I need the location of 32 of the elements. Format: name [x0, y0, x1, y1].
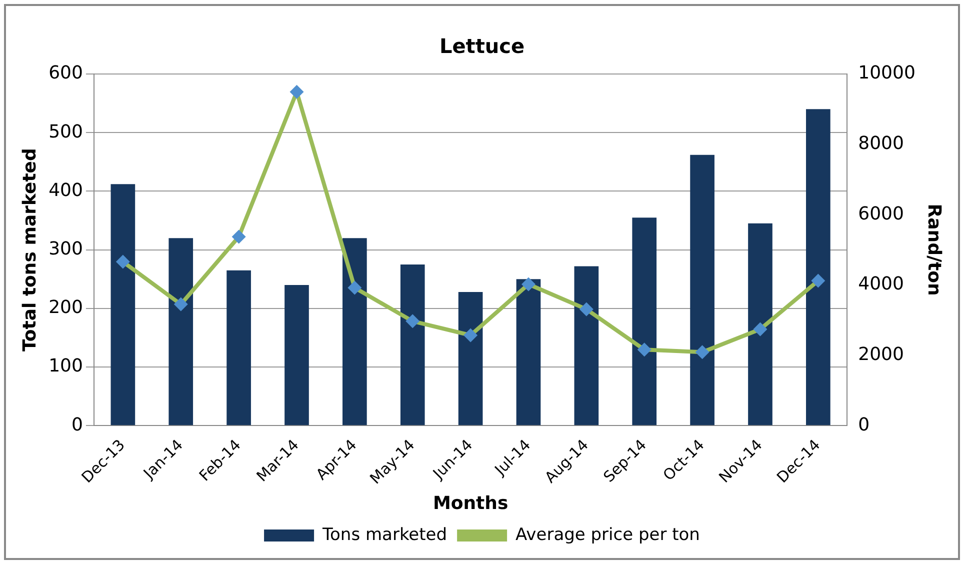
- legend-label: Tons marketed: [322, 524, 448, 545]
- y2-tick-label: 2000: [858, 344, 904, 365]
- bar: [400, 264, 425, 426]
- y-tick-label: 300: [48, 238, 83, 260]
- bar: [226, 270, 251, 426]
- x-axis-title: Months: [432, 492, 508, 514]
- bar: [806, 109, 830, 426]
- bar: [632, 218, 657, 426]
- y-tick-label: 600: [48, 62, 83, 84]
- y-tick-label: 400: [48, 180, 83, 201]
- chart-title: Lettuce: [439, 34, 525, 58]
- bar: [458, 292, 483, 426]
- bar: [284, 284, 309, 426]
- y2-tick-label: 0: [858, 414, 870, 436]
- y2-tick-label: 4000: [858, 274, 904, 295]
- y2-tick-label: 8000: [858, 132, 904, 154]
- y2-tick-label: 10000: [858, 62, 916, 84]
- bar: [516, 279, 541, 426]
- y-tick-label: 0: [72, 414, 83, 436]
- legend-label: Average price per ton: [516, 524, 700, 545]
- bar: [574, 266, 599, 426]
- y-tick-label: 100: [48, 356, 83, 377]
- y2-axis-title: Rand/ton: [924, 204, 945, 296]
- bar: [110, 184, 136, 426]
- bar: [168, 238, 194, 426]
- bar: [748, 223, 772, 426]
- bar: [690, 154, 714, 426]
- y-axis-title: Total tons marketed: [19, 148, 40, 352]
- y-tick-label: 200: [48, 297, 83, 318]
- bar: [342, 238, 367, 426]
- y-tick-label: 500: [48, 121, 83, 142]
- y2-tick-label: 6000: [858, 203, 904, 224]
